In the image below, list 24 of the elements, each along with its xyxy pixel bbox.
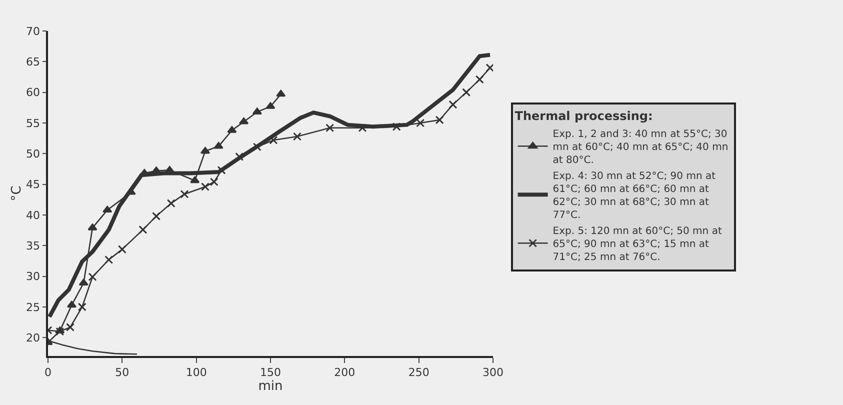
y-tick-label: 65 <box>26 56 40 69</box>
x-tick-label: 250 <box>408 366 430 380</box>
y-tick-label: 20 <box>26 331 40 344</box>
legend-label: Exp. 1, 2 and 3: 40 mn at 55°C; 30 mn at 60°C; 40 mn at 65°C; 40 mn at 80°C. <box>552 129 728 166</box>
y-axis-title: °C <box>10 186 24 202</box>
y-tick-label: 50 <box>26 147 40 160</box>
y-tick-label: 55 <box>26 116 40 130</box>
x-tick-label: 50 <box>115 366 130 380</box>
x-tick-label: 0 <box>44 366 52 380</box>
legend-label: Exp. 5: 120 mn at 60°C; 50 mn at 65°C; 90 mn at 63°C; 15 mn at 71°C; 25 mn at 76°C. <box>552 226 722 263</box>
x-tick-label: 150 <box>260 366 281 380</box>
y-tick-label: 70 <box>26 24 40 38</box>
x-tick-label: 300 <box>482 366 504 380</box>
y-tick-label: 35 <box>26 239 40 252</box>
y-tick-label: 30 <box>26 270 40 284</box>
legend-title: Thermal processing: <box>514 109 653 124</box>
x-tick-label: 200 <box>334 366 356 380</box>
legend-label: Exp. 4: 30 mn at 52°C; 90 mn at 61°C; 60 mn at 66°C; 60 mn at 62°C; 30 mn at 68°C; 30 mn at 77°C. <box>552 171 716 221</box>
y-tick-label: 60 <box>26 86 40 100</box>
x-axis-title: min <box>258 379 283 394</box>
y-tick-label: 40 <box>26 208 40 222</box>
y-tick-label: 45 <box>26 178 40 192</box>
y-tick-label: 25 <box>26 300 40 314</box>
x-tick-label: 100 <box>186 366 207 380</box>
